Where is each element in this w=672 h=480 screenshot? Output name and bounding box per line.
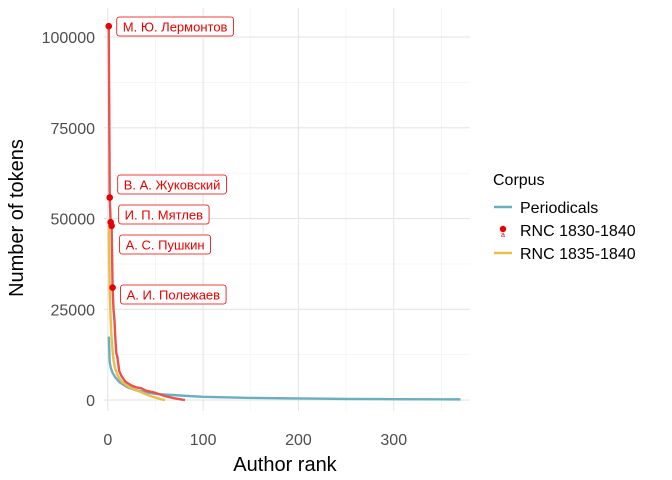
legend-item: Periodicals bbox=[494, 200, 598, 217]
legend-label: RNC 1835-1840 bbox=[520, 246, 636, 263]
annotation-box bbox=[117, 174, 227, 195]
y-tick-label: 100000 bbox=[42, 30, 95, 47]
series-line-periodicals bbox=[107, 336, 461, 401]
annotation-point bbox=[108, 222, 115, 230]
series-line-rnc-1835-1840 bbox=[107, 227, 166, 402]
legend-label: Periodicals bbox=[520, 200, 598, 217]
legend-item: RNC 1835-1840 bbox=[494, 246, 636, 263]
x-tick-label: 300 bbox=[380, 432, 407, 449]
series-line-rnc-1830-1840 bbox=[107, 26, 186, 402]
annotation-box bbox=[119, 234, 211, 255]
annotation-label: А. И. Полежаев bbox=[120, 284, 227, 305]
annotation-label: И. П. Мятлев bbox=[118, 204, 210, 225]
annotation-text: М. Ю. Лермонтов bbox=[123, 20, 228, 35]
x-tick-label: 200 bbox=[285, 432, 312, 449]
y-tick-label: 0 bbox=[86, 393, 95, 410]
y-axis-ticks: 0 25000 50000 75000 100000 bbox=[42, 30, 95, 410]
x-axis-ticks: 0 100 200 300 bbox=[103, 432, 407, 449]
annotation-box bbox=[120, 284, 227, 305]
x-tick-label: 100 bbox=[190, 432, 217, 449]
annotation-box bbox=[116, 16, 234, 37]
legend-item: a RNC 1830-1840 bbox=[499, 223, 636, 240]
x-tick-label: 0 bbox=[103, 432, 112, 449]
legend: Corpus Periodicals a RNC 1830-1840 RNC 1835… bbox=[493, 172, 636, 263]
annotation-point bbox=[109, 284, 116, 291]
y-axis-title: Number of tokens bbox=[6, 139, 28, 297]
annotation-labels: М. Ю. Лермонтов В. А. Жуковский И. П. Мятл… bbox=[116, 16, 234, 305]
annotation-text: В. А. Жуковский bbox=[124, 178, 221, 193]
legend-title: Corpus bbox=[493, 172, 545, 189]
annotation-box bbox=[118, 204, 210, 225]
annotation-text: А. И. Полежаев bbox=[127, 288, 221, 303]
y-tick-label: 75000 bbox=[51, 121, 96, 138]
annotation-points bbox=[105, 22, 116, 291]
annotation-text: А. С. Пушкин bbox=[126, 238, 205, 253]
annotation-label: В. А. Жуковский bbox=[117, 174, 227, 195]
annotation-text: И. П. Мятлев bbox=[125, 208, 203, 223]
legend-key-label-glyph: a bbox=[501, 232, 505, 239]
y-tick-label: 50000 bbox=[51, 212, 96, 229]
legend-key-point bbox=[499, 225, 507, 233]
legend-label: RNC 1830-1840 bbox=[520, 223, 636, 240]
series-lines bbox=[107, 26, 461, 402]
annotation-label: А. С. Пушкин bbox=[119, 234, 211, 255]
annotation-label: М. Ю. Лермонтов bbox=[116, 16, 234, 37]
x-axis-title: Author rank bbox=[233, 454, 337, 476]
y-tick-label: 25000 bbox=[51, 302, 96, 319]
annotation-point bbox=[105, 22, 113, 30]
annotation-point bbox=[106, 194, 114, 201]
